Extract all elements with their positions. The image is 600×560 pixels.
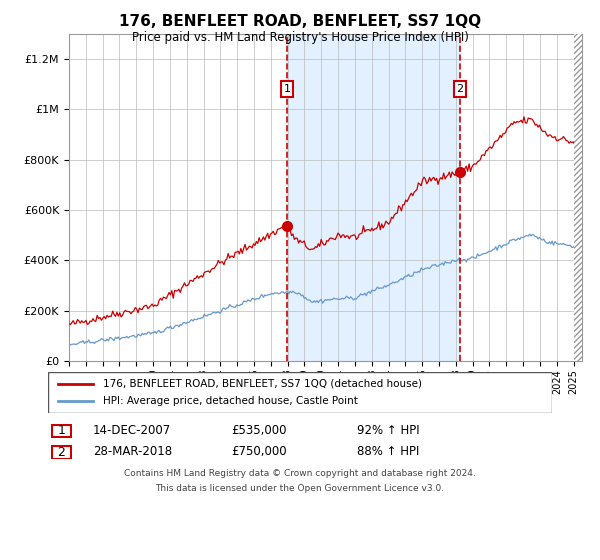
Text: 176, BENFLEET ROAD, BENFLEET, SS7 1QQ (detached house): 176, BENFLEET ROAD, BENFLEET, SS7 1QQ (d… [103, 379, 422, 389]
Text: 2: 2 [58, 446, 65, 459]
Text: HPI: Average price, detached house, Castle Point: HPI: Average price, detached house, Cast… [103, 396, 358, 407]
Text: Price paid vs. HM Land Registry's House Price Index (HPI): Price paid vs. HM Land Registry's House … [131, 31, 469, 44]
Text: 14-DEC-2007: 14-DEC-2007 [93, 424, 171, 437]
Text: 2: 2 [457, 84, 464, 94]
Text: 92% ↑ HPI: 92% ↑ HPI [357, 424, 419, 437]
Text: This data is licensed under the Open Government Licence v3.0.: This data is licensed under the Open Gov… [155, 484, 445, 493]
Text: £750,000: £750,000 [231, 445, 287, 458]
FancyBboxPatch shape [52, 446, 71, 459]
Text: 88% ↑ HPI: 88% ↑ HPI [357, 445, 419, 458]
Text: 1: 1 [58, 424, 65, 437]
Text: Contains HM Land Registry data © Crown copyright and database right 2024.: Contains HM Land Registry data © Crown c… [124, 469, 476, 478]
Bar [287, 34, 460, 361]
Text: 1: 1 [283, 84, 290, 94]
Text: £535,000: £535,000 [231, 424, 287, 437]
FancyBboxPatch shape [48, 372, 552, 413]
Bar [574, 34, 582, 361]
Text: 28-MAR-2018: 28-MAR-2018 [93, 445, 172, 458]
FancyBboxPatch shape [52, 424, 71, 437]
Text: 176, BENFLEET ROAD, BENFLEET, SS7 1QQ: 176, BENFLEET ROAD, BENFLEET, SS7 1QQ [119, 14, 481, 29]
